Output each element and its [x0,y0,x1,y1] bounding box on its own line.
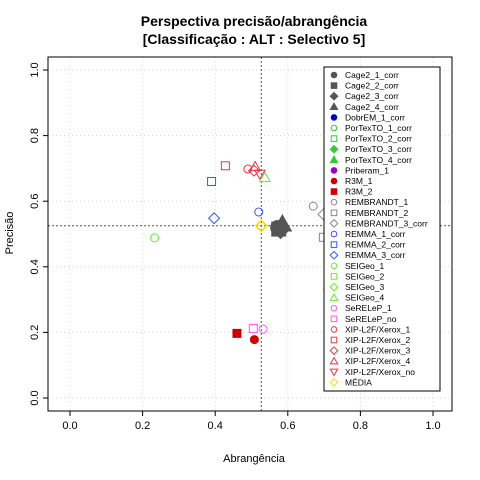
legend-label-rembrandt-2: REMBRANDT_2 [345,208,409,218]
legend-label-portexto-3-corr: PorTexTO_3_corr [345,144,412,154]
legend-marker-remma-1-corr [330,230,338,238]
data-point-remma-3-corr [208,212,221,225]
x-axis-label: Abrangência [223,453,286,465]
data-point-seigeo-4 [258,171,271,182]
legend-label-cage2-3-corr: Cage2_3_corr [345,91,399,101]
legend-label-seigeo-2: SEIGeo_2 [345,271,384,281]
legend-marker-portexto-4-corr [329,155,339,164]
legend-label-xip-l2f-xerox-1: XIP-L2F/Xerox_1 [345,324,410,334]
x-tick-label: 0.8 [353,420,368,432]
legend-label-rembrandt-1: REMBRANDT_1 [345,197,409,207]
legend-label-cage2-1-corr: Cage2_1_corr [345,70,399,80]
legend-marker-seigeo-3 [329,282,339,292]
y-axis-label: Precisão [4,212,16,255]
legend-label-rembrandt-3-corr: REMBRANDT_3_corr [345,218,428,228]
legend-label-portexto-4-corr: PorTexTO_4_corr [345,155,412,165]
legend-label-dobrem-1-corr: DobrEM_1_corr [345,112,405,122]
legend-marker-portexto-2-corr [330,135,338,142]
chart-title: Perspectiva precisão/abrangência [141,13,368,29]
legend-marker-seigeo-2 [330,273,338,280]
data-point-remma-1-corr [254,207,264,217]
legend-marker-priberam-1 [330,167,338,174]
legend-marker-r3m-2 [330,188,338,195]
legend-label-remma-1-corr: REMMA_1_corr [345,229,406,239]
legend-marker-seigeo-4 [329,292,339,301]
y-tick-label: 0.8 [29,128,41,143]
legend: Cage2_1_corrCage2_2_corrCage2_3_corrCage… [323,66,441,392]
legend-marker-cage2-3-corr [329,91,339,101]
y-tick-label: 0.4 [29,259,41,274]
legend-label-r3m-1: R3M_1 [345,176,373,186]
legend-label-r3m-2: R3M_2 [345,187,373,197]
data-point-serelep-1 [258,324,268,334]
legend-label-xip-l2f-xerox-4: XIP-L2F/Xerox_4 [345,356,410,366]
legend-label-seigeo-3: SEIGeo_3 [345,282,384,292]
legend-label-portexto-2-corr: PorTexTO_2_corr [345,134,412,144]
legend-marker-portexto-3-corr [329,144,339,154]
y-tick-label: 1.0 [29,62,41,77]
legend-label-xip-l2f-xerox-3: XIP-L2F/Xerox_3 [345,346,410,356]
legend-marker-cage2-2-corr [330,82,338,89]
data-points [150,160,333,345]
legend-label-m-dia: MÉDIA [345,377,372,387]
legend-marker-dobrem-1-corr [330,114,338,121]
legend-label-remma-2-corr: REMMA_2_corr [345,240,406,250]
legend-label-portexto-1-corr: PorTexTO_1_corr [345,123,412,133]
legend-marker-xip-l2f-xerox-no [329,368,339,377]
data-point-r3m-1 [249,335,259,345]
legend-marker-xip-l2f-xerox-3 [329,346,339,356]
legend-marker-serelep-1 [330,304,338,312]
legend-marker-seigeo-1 [330,262,338,270]
x-tick-label: 1.0 [425,420,440,432]
legend-marker-portexto-1-corr [330,124,338,132]
legend-marker-m-dia [329,377,339,387]
legend-label-seigeo-4: SEIGeo_4 [345,293,384,303]
legend-marker-rembrandt-2 [330,209,338,217]
legend-label-priberam-1: Priberam_1 [345,165,389,175]
legend-marker-remma-3-corr [329,250,339,260]
legend-marker-xip-l2f-xerox-4 [329,356,339,365]
data-point-m-dia [254,219,268,233]
legend-label-xip-l2f-xerox-no: XIP-L2F/Xerox_no [345,367,415,377]
legend-label-remma-3-corr: REMMA_3_corr [345,250,406,260]
chart-subtitle: [Classificação : ALT : Selectivo 5] [143,31,366,47]
data-point-cage2-4-corr [272,214,293,232]
data-point-remma-2-corr [207,177,217,187]
data-point-rembrandt-1 [308,201,318,211]
legend-label-cage2-2-corr: Cage2_2_corr [345,81,399,91]
data-point-xip-l2f-xerox-1 [243,164,253,174]
data-point-serelep-no [248,323,258,333]
legend-marker-serelep-no [330,315,338,323]
x-tick-label: 0.6 [280,420,295,432]
y-tick-label: 0.6 [29,194,41,209]
data-point-xip-l2f-xerox-no [253,169,266,181]
x-tick-label: 0.2 [135,420,150,432]
legend-marker-rembrandt-3-corr [329,218,339,228]
legend-label-seigeo-1: SEIGeo_1 [345,261,384,271]
legend-marker-remma-2-corr [330,241,338,248]
data-point-xip-l2f-xerox-2 [220,161,230,171]
y-tick-label: 0.2 [29,325,41,340]
axes: 0.0 0.2 0.4 0.6 0.8 1.0 0.0 0.2 0.4 0.6 0.8 1.0 [29,62,441,432]
legend-marker-cage2-4-corr [329,102,339,111]
legend-label-cage2-4-corr: Cage2_4_corr [345,102,399,112]
x-tick-label: 0.4 [208,420,223,432]
legend-marker-xip-l2f-xerox-1 [330,326,338,333]
data-point-r3m-2 [232,328,242,338]
legend-marker-xip-l2f-xerox-2 [330,336,338,344]
legend-label-serelep-no: SeRELeP_no [345,314,397,324]
x-tick-label: 0.0 [62,420,77,432]
data-point-seigeo-1 [150,233,160,243]
legend-marker-cage2-1-corr [330,71,338,79]
y-tick-label: 0.0 [29,390,41,405]
legend-marker-r3m-1 [330,177,338,185]
legend-box [323,66,441,392]
legend-marker-rembrandt-1 [330,198,338,206]
legend-label-xip-l2f-xerox-2: XIP-L2F/Xerox_2 [345,335,410,345]
legend-label-serelep-1: SeRELeP_1 [345,303,392,313]
